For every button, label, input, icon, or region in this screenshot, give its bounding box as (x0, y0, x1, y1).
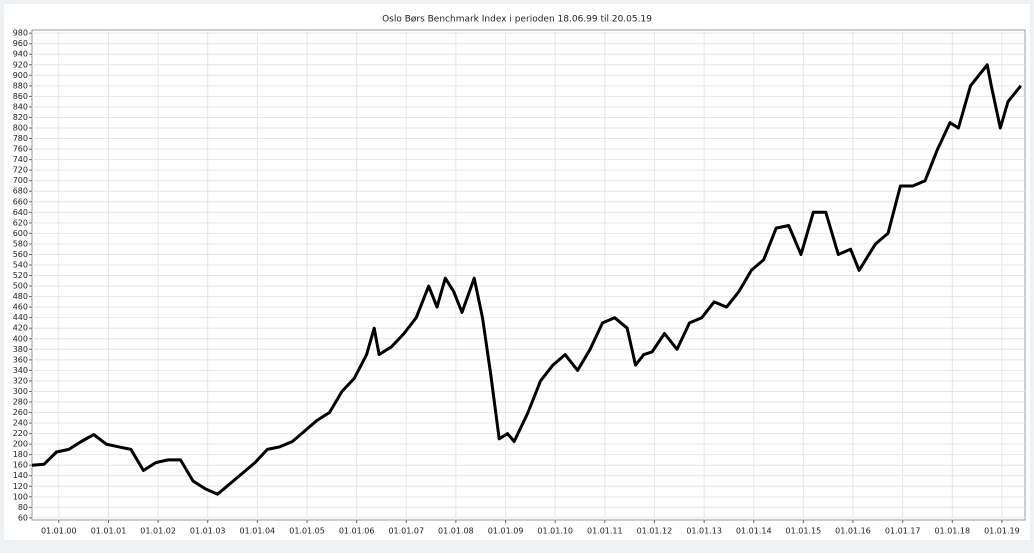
index-line (31, 63, 1022, 496)
y-tick-label: 400 (13, 334, 28, 343)
y-tick-label: 500 (13, 282, 28, 291)
y-tick-label: 880 (13, 81, 28, 90)
x-tick-label: 01.01.03 (190, 527, 226, 536)
x-tick-label: 01.01.04 (240, 527, 276, 536)
y-tick-label: 340 (13, 366, 28, 375)
y-tick-label: 560 (13, 250, 28, 259)
plot-frame (31, 29, 1026, 521)
y-tick-label: 460 (13, 303, 28, 312)
y-tick-label: 780 (13, 134, 28, 143)
y-tick-label: 620 (13, 218, 28, 227)
y-tick-label: 720 (13, 166, 28, 175)
x-tick-label: 01.01.07 (388, 527, 424, 536)
x-tick-label: 01.01.00 (41, 527, 77, 536)
y-tick-label: 140 (13, 471, 28, 480)
y-tick-label: 120 (13, 482, 28, 491)
y-tick-label: 260 (13, 408, 28, 417)
x-tick-label: 01.01.10 (537, 527, 573, 536)
y-tick-label: 540 (13, 260, 28, 269)
x-tick-label: 01.01.06 (339, 527, 375, 536)
y-tick-label: 440 (13, 313, 28, 322)
chart-panel: Oslo Børs Benchmark Index i perioden 18.… (4, 4, 1030, 540)
y-tick-label: 940 (13, 50, 28, 59)
chart-title: Oslo Børs Benchmark Index i perioden 18.… (382, 15, 652, 25)
y-tick-label: 320 (13, 376, 28, 385)
y-tick-label: 420 (13, 324, 28, 333)
x-tick-label: 01.01.12 (637, 527, 673, 536)
x-tick-label: 01.01.16 (835, 527, 871, 536)
x-tick-label: 01.01.01 (91, 527, 127, 536)
y-tick-label: 860 (13, 92, 28, 101)
x-tick-label: 01.01.08 (438, 527, 474, 536)
y-tick-label: 520 (13, 271, 28, 280)
x-tick-label: 01.01.14 (736, 527, 772, 536)
y-tick-label: 960 (13, 39, 28, 48)
y-tick-label: 220 (13, 429, 28, 438)
y-tick-label: 580 (13, 239, 28, 248)
x-tick-label: 01.01.19 (984, 527, 1020, 536)
y-tick-label: 600 (13, 229, 28, 238)
y-tick-label: 380 (13, 345, 28, 354)
y-tick-label: 700 (13, 176, 28, 185)
y-tick-label: 60 (18, 513, 28, 522)
y-tick-label: 160 (13, 461, 28, 470)
x-tick-label: 01.01.11 (587, 527, 623, 536)
y-tick-label: 480 (13, 292, 28, 301)
y-tick-label: 240 (13, 419, 28, 428)
y-tick-label: 180 (13, 450, 28, 459)
y-tick-label: 80 (18, 503, 28, 512)
y-tick-label: 360 (13, 355, 28, 364)
y-tick-label: 680 (13, 187, 28, 196)
x-tick-label: 01.01.13 (686, 527, 722, 536)
y-tick-label: 280 (13, 397, 28, 406)
y-tick-label: 800 (13, 124, 28, 133)
chart: Oslo Børs Benchmark Index i perioden 18.… (13, 15, 1026, 536)
y-tick-label: 640 (13, 208, 28, 217)
x-tick-label: 01.01.02 (140, 527, 176, 536)
x-tick-label: 01.01.17 (885, 527, 921, 536)
y-tick-label: 840 (13, 102, 28, 111)
y-tick-label: 100 (13, 492, 28, 501)
x-tick-label: 01.01.09 (488, 527, 524, 536)
y-tick-label: 660 (13, 197, 28, 206)
y-tick-label: 300 (13, 387, 28, 396)
y-tick-label: 760 (13, 145, 28, 154)
y-tick-label: 200 (13, 440, 28, 449)
y-tick-label: 980 (13, 29, 28, 38)
y-tick-label: 820 (13, 113, 28, 122)
x-tick-label: 01.01.15 (786, 527, 822, 536)
y-tick-label: 740 (13, 155, 28, 164)
x-tick-label: 01.01.05 (289, 527, 325, 536)
y-tick-label: 920 (13, 60, 28, 69)
x-tick-label: 01.01.18 (934, 527, 970, 536)
y-tick-label: 900 (13, 71, 28, 80)
